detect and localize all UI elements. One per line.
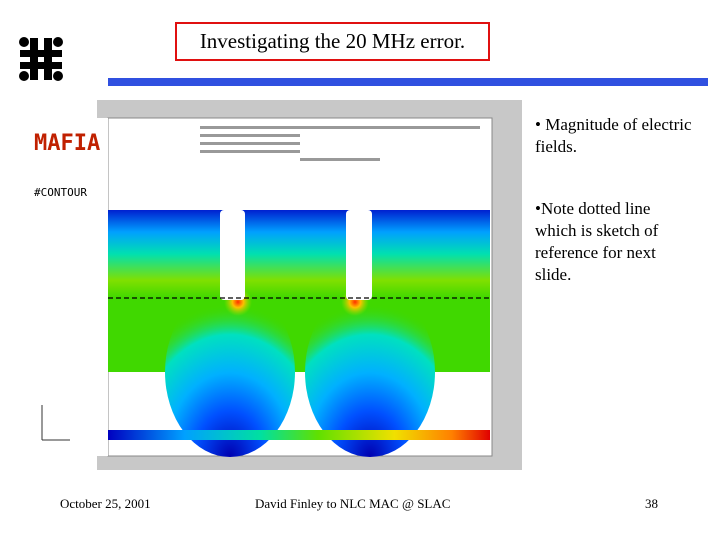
bullet: •Note dotted line which is sketch of ref…	[535, 199, 659, 284]
figure-panel-label: #CONTOUR	[34, 186, 87, 199]
header-bar	[108, 78, 708, 86]
field-lobe	[305, 287, 435, 457]
color-bar	[108, 430, 490, 440]
figure-logo-text: MAFIA	[34, 131, 100, 156]
bullet: • Magnitude of electric fields.	[535, 115, 692, 156]
field-lobe	[165, 287, 295, 457]
post	[346, 210, 372, 300]
post	[220, 210, 245, 300]
footer-author: David Finley to NLC MAC @ SLAC	[255, 496, 451, 511]
logo	[19, 37, 63, 81]
footer-date: October 25, 2001	[60, 496, 151, 511]
axes-icon	[41, 405, 70, 441]
title: Investigating the 20 MHz error.	[175, 22, 490, 61]
field-band	[108, 210, 490, 298]
footer-page: 38	[645, 496, 658, 511]
figure-side-panel	[30, 118, 108, 456]
